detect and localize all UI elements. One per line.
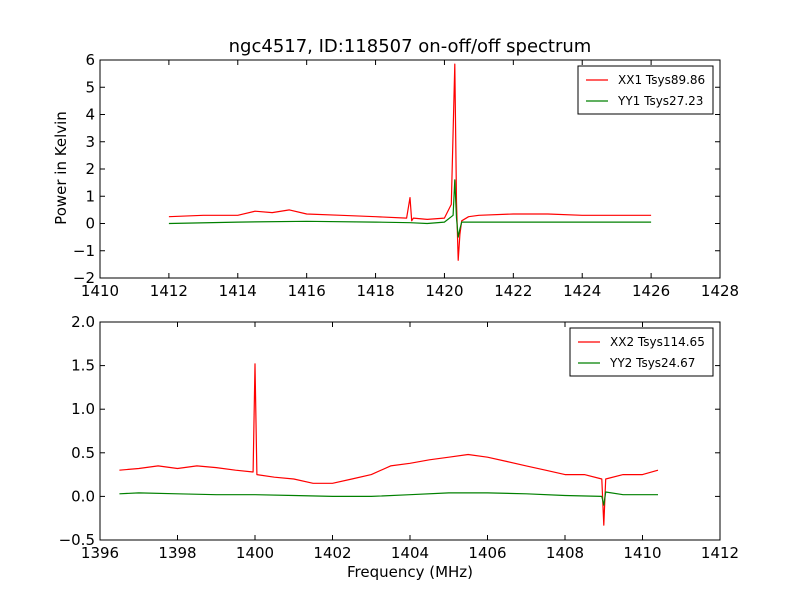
y-tick-label: 5 — [85, 78, 95, 96]
y-tick-label: −2 — [73, 269, 95, 287]
plot-top: 1410 1412 1414 1416 1418 1420 1422 1424 1426 1428… — [73, 51, 739, 300]
y-tick-label: −1 — [73, 242, 95, 260]
x-tick-label: 1428 — [701, 282, 739, 300]
x-tick-label: 1406 — [468, 544, 506, 562]
x-tick-label: 1414 — [219, 282, 257, 300]
series-line-1 — [119, 363, 659, 526]
series-line-2 — [119, 491, 658, 506]
x-tick-label: 1416 — [288, 282, 326, 300]
y-tick-label: 6 — [85, 51, 95, 69]
plot-bottom: 1396 1398 1400 1402 1404 1406 1408 1410 1412 −0.5… — [59, 313, 740, 562]
x-tick-label: 1426 — [632, 282, 670, 300]
legend-entry: YY1 Tsys27.23 — [617, 94, 703, 108]
x-tick-label: 1424 — [563, 282, 601, 300]
x-tick-label: 1400 — [236, 544, 274, 562]
x-axis-label-bottom: Frequency (MHz) — [347, 563, 473, 581]
y-tick-label: 0.5 — [71, 444, 95, 462]
y-tick-label: 2 — [85, 160, 95, 178]
x-tick-label: 1412 — [150, 282, 188, 300]
y-tick-label: 1.0 — [71, 400, 95, 418]
x-tick-label: 1398 — [158, 544, 196, 562]
x-tick-label: 1408 — [546, 544, 584, 562]
y-axis-label-top: Power in Kelvin — [52, 111, 70, 225]
y-tick-label: 1.5 — [71, 357, 95, 375]
y-tick-label: 1 — [85, 187, 95, 205]
y-tick-label: 0 — [85, 215, 95, 233]
x-tick-label: 1418 — [356, 282, 394, 300]
x-tick-label: 1410 — [623, 544, 661, 562]
legend-box — [577, 65, 714, 115]
legend-entry: YY2 Tsys24.67 — [609, 356, 695, 370]
y-tick-label: 3 — [85, 133, 95, 151]
y-tick-label: 2.0 — [71, 313, 95, 331]
series-line-1 — [168, 63, 652, 261]
x-tick-label: 1412 — [701, 544, 739, 562]
x-tick-label: 1420 — [425, 282, 463, 300]
x-tick-label: 1404 — [391, 544, 429, 562]
x-tick-label: 1396 — [81, 544, 119, 562]
legend-box — [569, 327, 714, 377]
y-tick-label: 4 — [85, 106, 95, 124]
chart-title-top: ngc4517, ID:118507 on-off/off spectrum — [229, 36, 592, 57]
x-tick-label: 1422 — [494, 282, 532, 300]
legend-entry: XX1 Tsys89.86 — [618, 73, 705, 87]
series-line-2 — [168, 179, 652, 238]
x-tick-label: 1402 — [313, 544, 351, 562]
x-tick-label: 1410 — [81, 282, 119, 300]
legend-entry: XX2 Tsys114.65 — [610, 335, 705, 349]
y-tick-label: −0.5 — [59, 531, 95, 549]
y-tick-label: 0.0 — [71, 487, 95, 505]
